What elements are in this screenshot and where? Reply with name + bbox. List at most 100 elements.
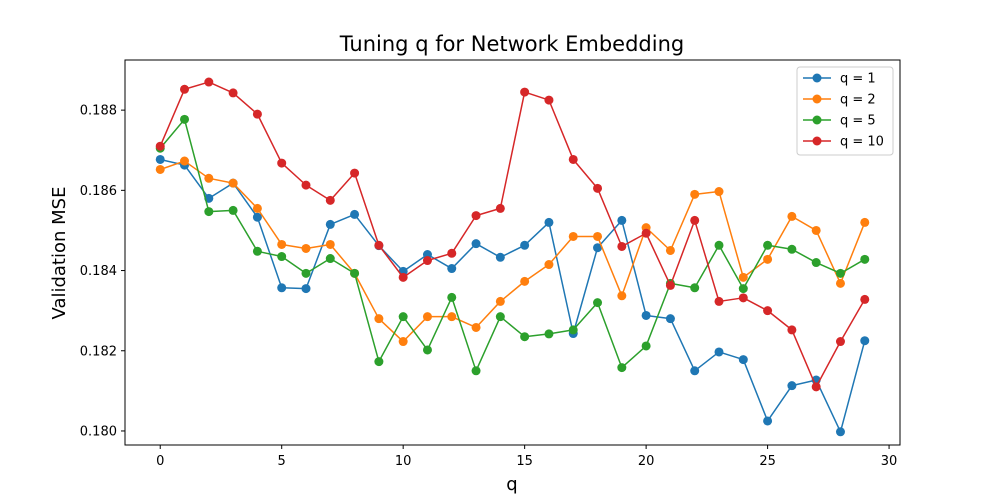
data-point [252,246,262,256]
data-point [155,141,165,151]
y-axis-label: Validation MSE [49,187,70,320]
x-axis-label: q [506,474,517,495]
data-point [422,256,432,266]
data-point [374,357,384,367]
data-point [641,228,651,238]
data-point [787,211,797,221]
data-point [811,382,821,392]
data-point [665,245,675,255]
x-tick-label: 5 [278,454,286,469]
data-point [422,345,432,355]
data-point [690,366,700,376]
data-point [835,278,845,288]
legend-marker [812,136,822,146]
data-point [593,183,603,193]
data-point [787,325,797,335]
axes: 0 5 10 15 20 25 30 0.180 0.182 0.184 0.186 0.188 [80,59,901,469]
data-point [325,254,335,264]
legend-entry: q = 5 [803,114,876,129]
data-point [155,154,165,164]
data-point [277,283,287,293]
data-point [277,239,287,249]
data-point [835,337,845,347]
data-point [544,217,554,227]
data-point [617,363,627,373]
plot-area [125,60,900,445]
data-point [544,260,554,270]
data-point [860,294,870,304]
y-tick-label: 0.186 [80,184,117,199]
data-point [301,180,311,190]
axes-frame [124,59,901,446]
legend-label: q = 1 [840,72,876,87]
data-point [228,205,238,215]
data-point [204,207,214,217]
data-point [568,231,578,241]
legend-label: q = 5 [840,114,876,129]
data-point [301,243,311,253]
data-point [617,291,627,301]
data-point [763,416,773,426]
data-point [835,268,845,278]
data-point [714,296,724,306]
legend-label: q = 10 [840,135,884,150]
data-point [325,239,335,249]
data-point [593,243,603,253]
data-point [811,258,821,268]
data-point [665,314,675,324]
data-point [738,272,748,282]
data-point [325,195,335,205]
data-point [860,254,870,264]
series-group [155,77,870,437]
data-point [422,312,432,322]
data-point [568,154,578,164]
x-tick-label: 0 [156,454,164,469]
data-point [544,95,554,105]
data-point [495,312,505,322]
data-point [520,240,530,250]
data-point [835,427,845,437]
data-point [690,283,700,293]
data-point [593,231,603,241]
data-point [593,298,603,308]
x-tick-label: 10 [395,454,412,469]
data-point [763,254,773,264]
data-point [350,268,360,278]
data-point [495,296,505,306]
x-tick-label: 15 [516,454,533,469]
data-point [641,310,651,320]
y-tick-label: 0.182 [80,344,117,359]
data-point [398,312,408,322]
data-point [495,252,505,262]
data-point [641,341,651,351]
data-point [811,225,821,235]
data-point [787,244,797,254]
data-point [714,187,724,197]
data-point [471,366,481,376]
data-point [252,109,262,119]
data-point [860,217,870,227]
data-point [447,264,457,274]
legend-entry: q = 1 [803,72,876,87]
data-point [301,268,311,278]
data-point [763,240,773,250]
data-point [350,168,360,178]
data-point [617,215,627,225]
chart-title: Tuning q for Network Embedding [339,32,684,56]
data-point [520,276,530,286]
data-point [180,114,190,124]
data-point [568,325,578,335]
data-point [690,215,700,225]
data-point [325,219,335,229]
legend-box [796,66,894,156]
series-line [159,160,866,343]
data-point [180,84,190,94]
legend-marker [812,73,822,83]
series-line [160,158,866,433]
data-point [180,156,190,166]
data-point [471,322,481,332]
series-line [159,81,866,388]
data-point [860,336,870,346]
data-point [787,381,797,391]
